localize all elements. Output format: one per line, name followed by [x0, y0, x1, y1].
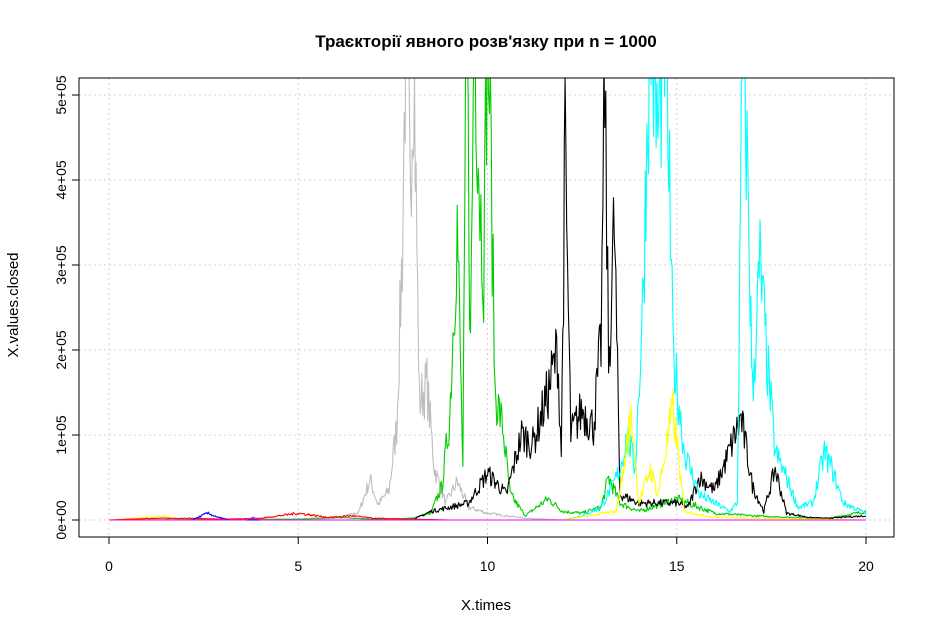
x-tick-label: 20	[858, 558, 874, 574]
x-tick-label: 15	[669, 558, 685, 574]
y-tick-label: 4e+05	[53, 160, 69, 200]
chart-title: Траєкторії явного розв'язку при n = 1000	[315, 32, 657, 51]
y-axis-title: X.values.closed	[5, 252, 22, 357]
x-tick-label: 0	[105, 558, 113, 574]
y-tick-label: 1e+05	[53, 415, 69, 455]
x-axis-title: X.times	[461, 597, 511, 614]
y-tick-label: 3e+05	[53, 245, 69, 285]
trajectory-line	[109, 516, 866, 521]
y-tick-label: 5e+05	[53, 75, 69, 115]
y-tick-label: 0e+00	[53, 500, 69, 540]
x-tick-label: 5	[294, 558, 302, 574]
axes: 0 5 10 15 20 0e+00 1e+05 2e+05 3e+05 4e+05 5e+05	[53, 75, 874, 574]
y-tick-label: 2e+05	[53, 330, 69, 370]
x-tick-label: 10	[480, 558, 496, 574]
data-series	[108, 78, 867, 521]
